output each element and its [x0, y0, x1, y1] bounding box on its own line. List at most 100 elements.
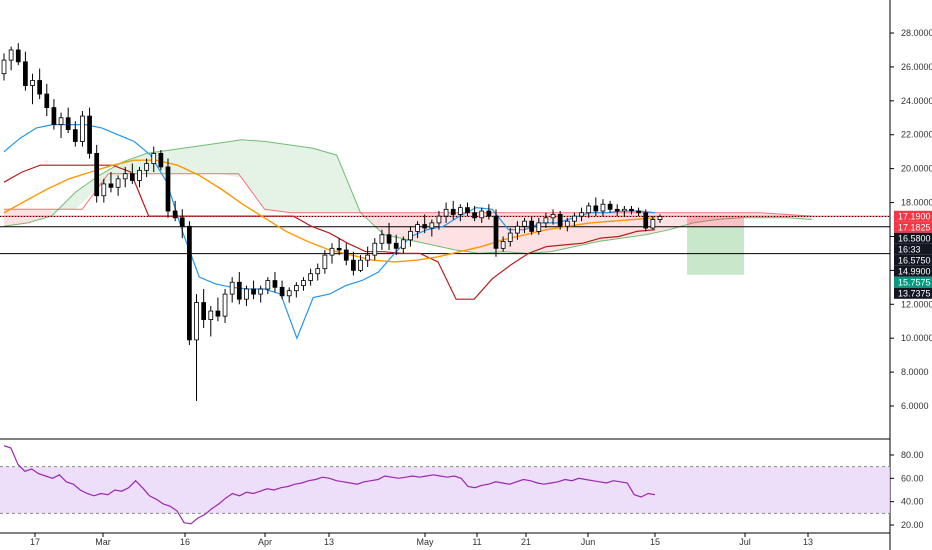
candle-body	[158, 152, 164, 168]
price-badge-label: 16.5750	[898, 255, 931, 265]
candle-body	[94, 152, 100, 197]
candle-body	[72, 129, 78, 142]
candle-body	[500, 241, 506, 249]
candle-body	[165, 166, 171, 212]
candle-body	[393, 242, 399, 249]
x-tick-label: Jul	[739, 537, 751, 547]
cloud-fill-segment	[217, 139, 242, 178]
candle-body	[657, 216, 663, 220]
candle-body	[315, 268, 321, 275]
x-tick-label: 13	[324, 537, 334, 547]
candle-body	[572, 215, 577, 222]
price-badge-label: 13.7375	[898, 288, 931, 298]
candle-body	[244, 288, 249, 300]
candle-body	[201, 302, 207, 320]
candle-body	[23, 61, 28, 86]
candle-body	[522, 220, 527, 227]
candle-body	[172, 210, 178, 219]
candle-body	[15, 49, 21, 63]
price-badge	[894, 210, 932, 222]
candle-body	[593, 205, 599, 212]
candle-body	[58, 117, 64, 125]
price-badge-label: 14.9900	[898, 266, 931, 276]
candle-body	[343, 249, 349, 261]
rsi-tick-label: 60.00	[901, 473, 924, 483]
cloud-fill-segment	[265, 141, 290, 213]
cloud-fill-segment	[574, 212, 599, 247]
x-tick-label: 13	[803, 537, 813, 547]
candle-body	[408, 230, 413, 241]
candle-body	[486, 210, 492, 217]
candle-body	[265, 280, 271, 290]
x-tick-label: 11	[472, 537, 481, 547]
candle-body	[550, 214, 556, 219]
candle-body	[515, 225, 520, 234]
cloud-fill-segment	[4, 209, 28, 227]
price-badge-label: 17.1900	[898, 211, 931, 221]
moving-average-line	[3, 159, 656, 263]
candle-body	[208, 310, 214, 320]
candle-body	[400, 239, 406, 249]
cloud-fill-segment	[740, 212, 765, 218]
cloud-fill-segment	[75, 175, 100, 210]
candle-body	[529, 220, 535, 232]
candle-body	[386, 234, 392, 244]
cloud-fill-segment	[289, 144, 313, 213]
x-tick-label: 16	[180, 537, 190, 547]
candle-body	[1, 59, 7, 75]
price-badge	[894, 265, 932, 277]
candle-body	[472, 212, 477, 219]
y-tick-label: 22.0000	[901, 130, 932, 140]
x-tick-label: Apr	[258, 537, 272, 547]
price-badge	[894, 254, 932, 266]
candle-body	[600, 203, 606, 212]
rsi-tick-label: 80.00	[901, 450, 924, 460]
candle-body	[372, 242, 378, 256]
cloud-fill-segment	[312, 148, 337, 213]
candle-body	[258, 288, 264, 295]
cloud-fill-segment	[693, 212, 717, 223]
cloud-fill-segment	[194, 143, 218, 174]
candle-body	[194, 302, 199, 341]
x-tick-label: 15	[650, 537, 660, 547]
cloud-fill-segment	[503, 212, 527, 254]
candle-body	[415, 224, 420, 232]
cloud-fill-segment	[122, 153, 147, 174]
price-badge	[894, 243, 932, 255]
candle-body	[579, 212, 584, 217]
candle-body	[607, 203, 613, 210]
rsi-tick-label: 40.00	[901, 497, 924, 507]
candle-body	[129, 173, 135, 181]
candle-body	[222, 293, 228, 317]
candle-body	[229, 281, 235, 295]
candle-body	[179, 217, 185, 227]
x-tick-label: 21	[521, 537, 531, 547]
candle-body	[465, 207, 470, 214]
candle-body	[536, 222, 542, 232]
candle-body	[507, 232, 513, 242]
cloud-fill-segment	[170, 146, 195, 174]
candle-body	[44, 93, 50, 108]
candle-body	[450, 208, 456, 215]
y-tick-label: 6.0000	[901, 401, 929, 411]
candle-body	[122, 173, 128, 180]
candle-body	[115, 178, 121, 188]
position-target-zone	[687, 226, 744, 275]
candle-body	[436, 215, 442, 224]
candle-body	[293, 285, 299, 292]
candle-body	[336, 247, 342, 251]
price-badge-label: 16:33	[898, 244, 921, 254]
candle-body	[286, 290, 292, 297]
candle-body	[543, 217, 549, 224]
candle-body	[365, 254, 371, 261]
cloud-fill-segment	[431, 212, 456, 251]
x-tick-label: Jun	[581, 537, 596, 547]
candle-body	[51, 107, 57, 125]
candle-body	[379, 234, 385, 244]
candle-body	[144, 163, 149, 171]
candle-body	[301, 280, 306, 287]
candle-body	[65, 117, 71, 131]
candle-body	[279, 286, 285, 297]
